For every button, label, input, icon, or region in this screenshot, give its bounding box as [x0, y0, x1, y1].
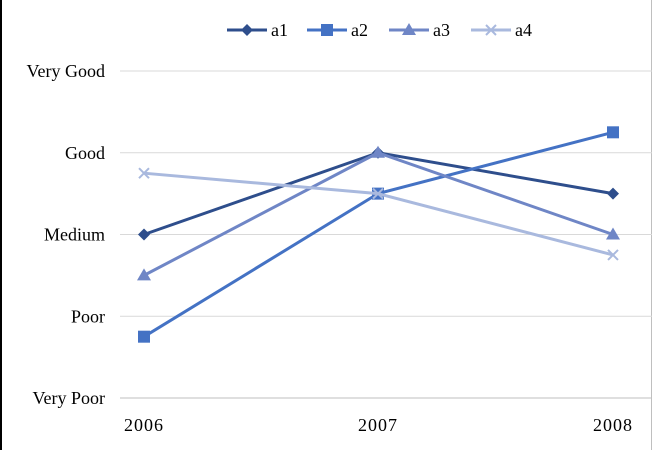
y-tick-label: Very Poor — [33, 388, 106, 408]
x-tick-label: 2008 — [593, 415, 633, 435]
point-a1 — [138, 228, 150, 241]
legend-marker-a1 — [241, 24, 253, 36]
y-tick-label: Medium — [44, 225, 105, 245]
point-a1 — [607, 187, 619, 200]
legend-marker-a4 — [485, 24, 497, 36]
frame-left-border — [0, 0, 2, 450]
point-a3 — [137, 268, 151, 281]
y-tick-label: Poor — [71, 306, 105, 326]
legend-marker-a3 — [402, 23, 416, 35]
point-a4 — [372, 187, 384, 200]
point-a2 — [607, 126, 619, 139]
x-tick-label: 2006 — [124, 415, 164, 435]
series-line-a4 — [143, 171, 614, 257]
point-a2 — [138, 330, 150, 343]
y-tick-label: Very Good — [27, 61, 106, 81]
point-a4 — [138, 167, 150, 179]
point-a4 — [607, 249, 619, 261]
series-line-a3 — [143, 151, 614, 277]
legend-label-a2: a2 — [351, 20, 368, 40]
point-a3 — [606, 227, 620, 240]
y-tick-label: Good — [65, 143, 105, 163]
point-a3 — [371, 145, 385, 158]
legend-marker-a2 — [321, 24, 333, 36]
legend-label-a3: a3 — [433, 20, 450, 40]
x-tick-label: 2007 — [358, 415, 398, 435]
legend-label-a4: a4 — [515, 20, 532, 40]
legend-label-a1: a1 — [271, 20, 288, 40]
